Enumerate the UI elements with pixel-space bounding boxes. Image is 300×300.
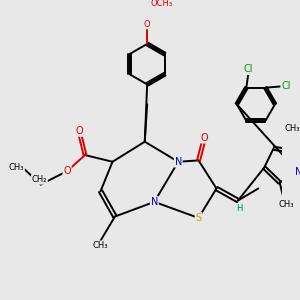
Text: OCH₃: OCH₃ [151,0,172,8]
Text: O: O [63,166,71,176]
Text: CH₃: CH₃ [278,200,294,209]
Text: CH₂: CH₂ [32,175,47,184]
Text: O: O [201,133,208,143]
Text: H: H [236,205,243,214]
Text: CH₃: CH₃ [9,163,24,172]
Text: N: N [175,157,182,167]
Text: O: O [75,126,83,136]
Text: N: N [151,197,158,207]
Text: S: S [196,213,202,223]
Text: N: N [295,167,300,177]
Text: CH₃: CH₃ [93,241,108,250]
Text: Cl: Cl [281,81,291,91]
Text: O: O [144,20,151,28]
Text: Cl: Cl [244,64,253,74]
Text: CH₃: CH₃ [284,124,300,133]
